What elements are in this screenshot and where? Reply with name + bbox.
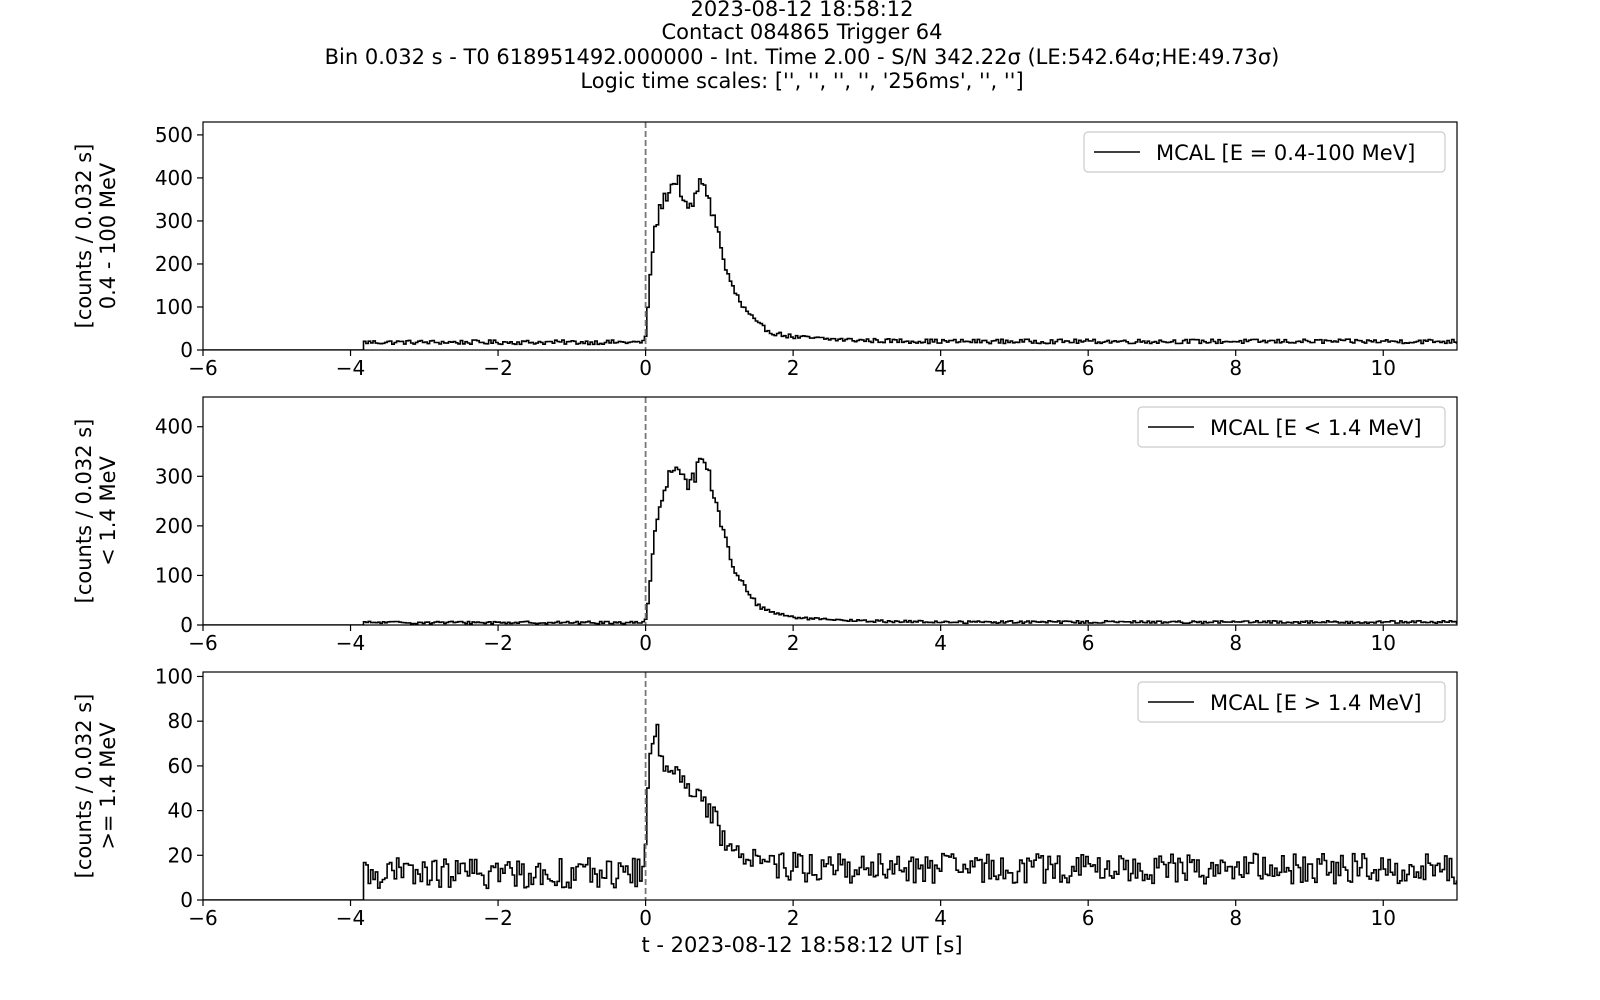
axes-frame [202,396,1458,626]
y-axis-label: 0.4 - 100 MeV [96,162,120,309]
x-tick-label: −6 [188,356,217,380]
axes-frame [202,671,1458,901]
y-tick-label: 40 [168,799,193,823]
x-tick-label: 6 [1082,906,1095,930]
x-tick-label: 4 [934,906,947,930]
x-tick-label: 6 [1082,631,1095,655]
y-axis-label: < 1.4 MeV [96,455,120,565]
y-tick-label: 300 [155,209,193,233]
y-tick-label: 200 [155,252,193,276]
y-tick-label: 100 [155,664,193,688]
legend-label: MCAL [E < 1.4 MeV] [1210,416,1422,440]
y-tick-label: 100 [155,563,193,587]
x-tick-label: −4 [336,631,365,655]
x-tick-label: −2 [483,906,512,930]
x-tick-label: 0 [639,356,652,380]
y-tick-label: 400 [155,166,193,190]
y-tick-label: 0 [180,338,193,362]
light-curve-series [203,723,1457,900]
x-tick-label: 8 [1229,906,1242,930]
light-curve-series [203,174,1457,350]
legend: MCAL [E > 1.4 MeV] [1137,681,1446,723]
x-tick-label: 2 [787,356,800,380]
x-tick-label: 8 [1229,356,1242,380]
x-tick-label: −6 [188,906,217,930]
title-line-logic-scales: Logic time scales: ['', '', '', '', '256… [580,69,1023,93]
x-tick-label: 4 [934,631,947,655]
y-tick-label: 500 [155,123,193,147]
y-tick-label: 60 [168,754,193,778]
legend-label: MCAL [E = 0.4-100 MeV] [1156,141,1415,165]
x-tick-label: −2 [483,631,512,655]
y-tick-label: 400 [155,415,193,439]
x-tick-label: 2 [787,906,800,930]
title-line-bin-info: Bin 0.032 s - T0 618951492.000000 - Int.… [325,45,1280,69]
y-axis-label: >= 1.4 MeV [96,722,120,850]
x-tick-label: 0 [639,631,652,655]
x-axis-label: t - 2023-08-12 18:58:12 UT [s] [641,933,962,957]
x-tick-label: 10 [1371,631,1396,655]
legend: MCAL [E = 0.4-100 MeV] [1083,131,1446,173]
x-tick-label: 6 [1082,356,1095,380]
y-tick-label: 300 [155,464,193,488]
figure-title: 2023-08-12 18:58:12 Contact 084865 Trigg… [325,0,1280,93]
axes-frame [202,121,1458,351]
y-tick-label: 0 [180,613,193,637]
y-tick-label: 0 [180,888,193,912]
x-tick-label: 10 [1371,356,1396,380]
legend-label: MCAL [E > 1.4 MeV] [1210,691,1422,715]
x-tick-label: −2 [483,356,512,380]
x-tick-label: 10 [1371,906,1396,930]
y-tick-label: 100 [155,295,193,319]
title-line-contact: Contact 084865 Trigger 64 [661,20,942,44]
x-tick-label: −4 [336,906,365,930]
x-tick-label: 4 [934,356,947,380]
legend: MCAL [E < 1.4 MeV] [1137,406,1446,448]
y-tick-label: 200 [155,514,193,538]
x-tick-label: 8 [1229,631,1242,655]
y-axis-label: [counts / 0.032 s] [72,419,96,604]
y-axis-label: [counts / 0.032 s] [72,694,96,879]
x-tick-label: −6 [188,631,217,655]
x-tick-label: −4 [336,356,365,380]
y-axis-label: [counts / 0.032 s] [72,144,96,329]
x-tick-label: 2 [787,631,800,655]
y-tick-label: 80 [168,709,193,733]
light-curve-series [203,457,1457,625]
x-tick-label: 0 [639,906,652,930]
y-tick-label: 20 [168,843,193,867]
title-line-datetime: 2023-08-12 18:58:12 [690,0,913,21]
